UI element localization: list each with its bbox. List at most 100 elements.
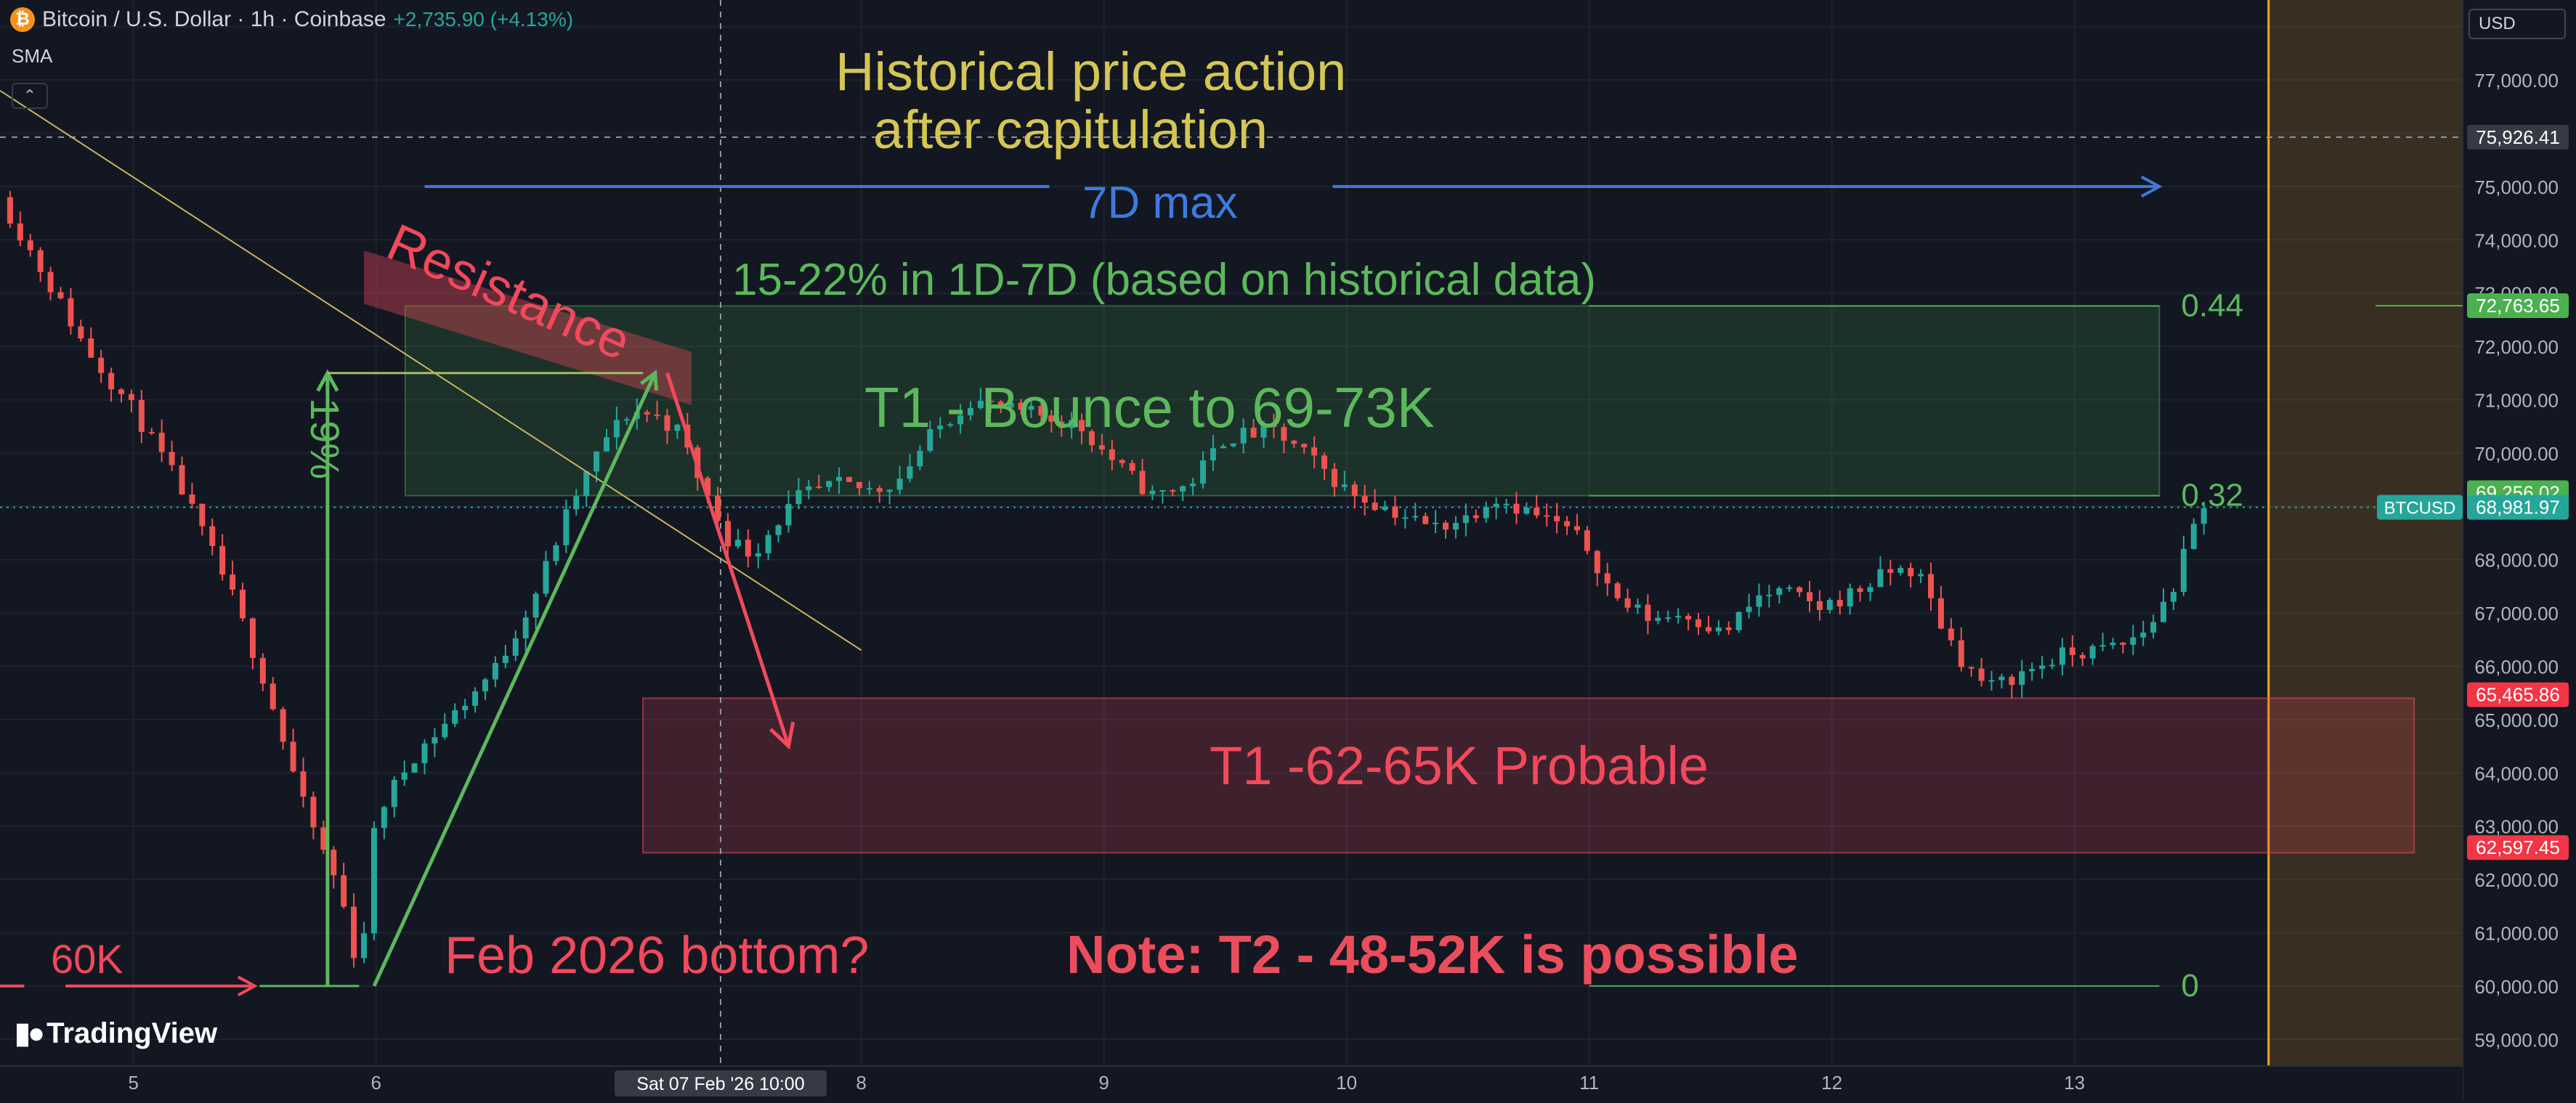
candle-body [1766,595,1773,597]
candle-body [532,593,539,618]
x-tick-label: 9 [1098,1072,1109,1094]
candle-body [57,292,64,298]
y-tick-label: 66,000.00 [2474,656,2559,678]
candle-body [1402,517,1409,519]
currency-button[interactable]: USD [2468,9,2566,39]
candle-body [755,553,761,557]
y-tick-label: 65,000.00 [2474,709,2559,731]
candle-body [522,617,529,639]
seven-day-arrow-right-head [2140,175,2163,198]
candle-body [209,526,216,546]
candle-body [795,490,802,505]
candle-body [2089,646,2096,659]
candle-body [2190,524,2197,550]
candle-body [2099,645,2106,647]
candle-body [1573,526,1580,531]
candle-body [846,476,852,482]
annotation-pct-range: 15-22% in 1D-7D (based on historical dat… [732,255,1596,305]
candle-body [664,415,671,431]
candle-body [47,272,54,293]
crosshair-price-label: 75,926.41 [2467,124,2569,150]
fib-label: 0.44 [2182,288,2244,323]
candle-body [331,850,337,876]
candle-body [987,400,994,402]
candle-body [1331,468,1337,487]
candle-body [1807,592,1813,601]
candle-body [1190,483,1196,487]
candle-body [1948,628,1954,640]
candle-body [1554,516,1560,521]
candle-body [88,338,94,358]
candle-body [219,545,226,575]
bitcoin-icon: ₿ [10,7,35,32]
candle-body [442,723,448,738]
price-change: +2,735.90 (+4.13%) [393,8,574,30]
candle-body [1685,616,1692,620]
seven-day-arrow-right [1332,175,2163,198]
candle-body [1887,569,1894,573]
candle-body [2110,643,2116,646]
candle-body [2200,508,2207,524]
candle-body [1715,627,1722,632]
y-tick-label: 61,000.00 [2474,923,2559,945]
candle-body [705,478,711,496]
candle-body [1756,595,1762,607]
candle-body [37,250,44,272]
candle-body [512,638,519,656]
y-tick-label: 71,000.00 [2474,390,2559,412]
candle-body [158,432,165,452]
candle-body [876,488,883,492]
tradingview-logo[interactable]: ▮● TradingView [15,1017,217,1050]
symbol-price-tag: BTCUSD [2377,494,2463,520]
candle-body [1281,427,1287,441]
candle-body [2130,637,2136,645]
candle-body [2160,601,2167,622]
candle-body [826,481,833,487]
candle-body [290,741,296,772]
candle-body [603,437,609,452]
candle-body [1048,415,1055,422]
candle-body [1109,449,1115,460]
price-label-text: 62,597.45 [2476,837,2560,858]
candle-body [7,197,13,224]
candle-body [1058,421,1065,428]
sma-indicator-label[interactable]: SMA [12,45,53,67]
candle-body [765,534,771,553]
candle-body [249,618,256,659]
candle-body [2039,665,2046,669]
candle-body [1129,463,1135,471]
candle-body [1139,471,1146,494]
candle-body [492,663,498,680]
candle-body [715,495,721,521]
collapse-indicators-button[interactable]: ⌃ [12,83,48,109]
candle-body [734,540,741,547]
candle-body [1119,460,1125,463]
candle-body [1443,522,1449,530]
annotation-feb-bottom: Feb 2026 bottom? [445,927,869,985]
y-tick-label: 63,000.00 [2474,816,2559,838]
candle-body [1372,502,1378,510]
y-tick-label: 74,000.00 [2474,229,2559,251]
candle-body [724,521,731,547]
crosshair-time-label: Sat 07 Feb '26 10:00 [636,1074,804,1094]
rally-arrow [372,370,658,987]
y-tick-label: 60,000.00 [2474,976,2559,998]
candle-body [1392,506,1398,518]
candle-body [1382,506,1388,510]
candle-body [401,772,408,780]
candle-body [1665,617,1672,619]
candle-body [1534,508,1540,516]
candle-body [1351,484,1358,497]
annotation-t1-drop: T1 -62-65K Probable [1210,736,1709,796]
time-axis: 5 6 8 9 10 11 12 13 Sat 07 Feb '26 10:00 [0,1065,2463,1099]
chevron-up-icon: ⌃ [23,86,37,105]
candle-body [1291,440,1297,444]
candle-body [927,429,933,451]
symbol-title[interactable]: Bitcoin / U.S. Dollar · 1h · Coinbase [42,7,386,31]
candle-body [613,420,620,438]
candle-body [1493,503,1499,508]
x-tick-label: 10 [1336,1072,1357,1094]
candle-body [1816,601,1823,610]
